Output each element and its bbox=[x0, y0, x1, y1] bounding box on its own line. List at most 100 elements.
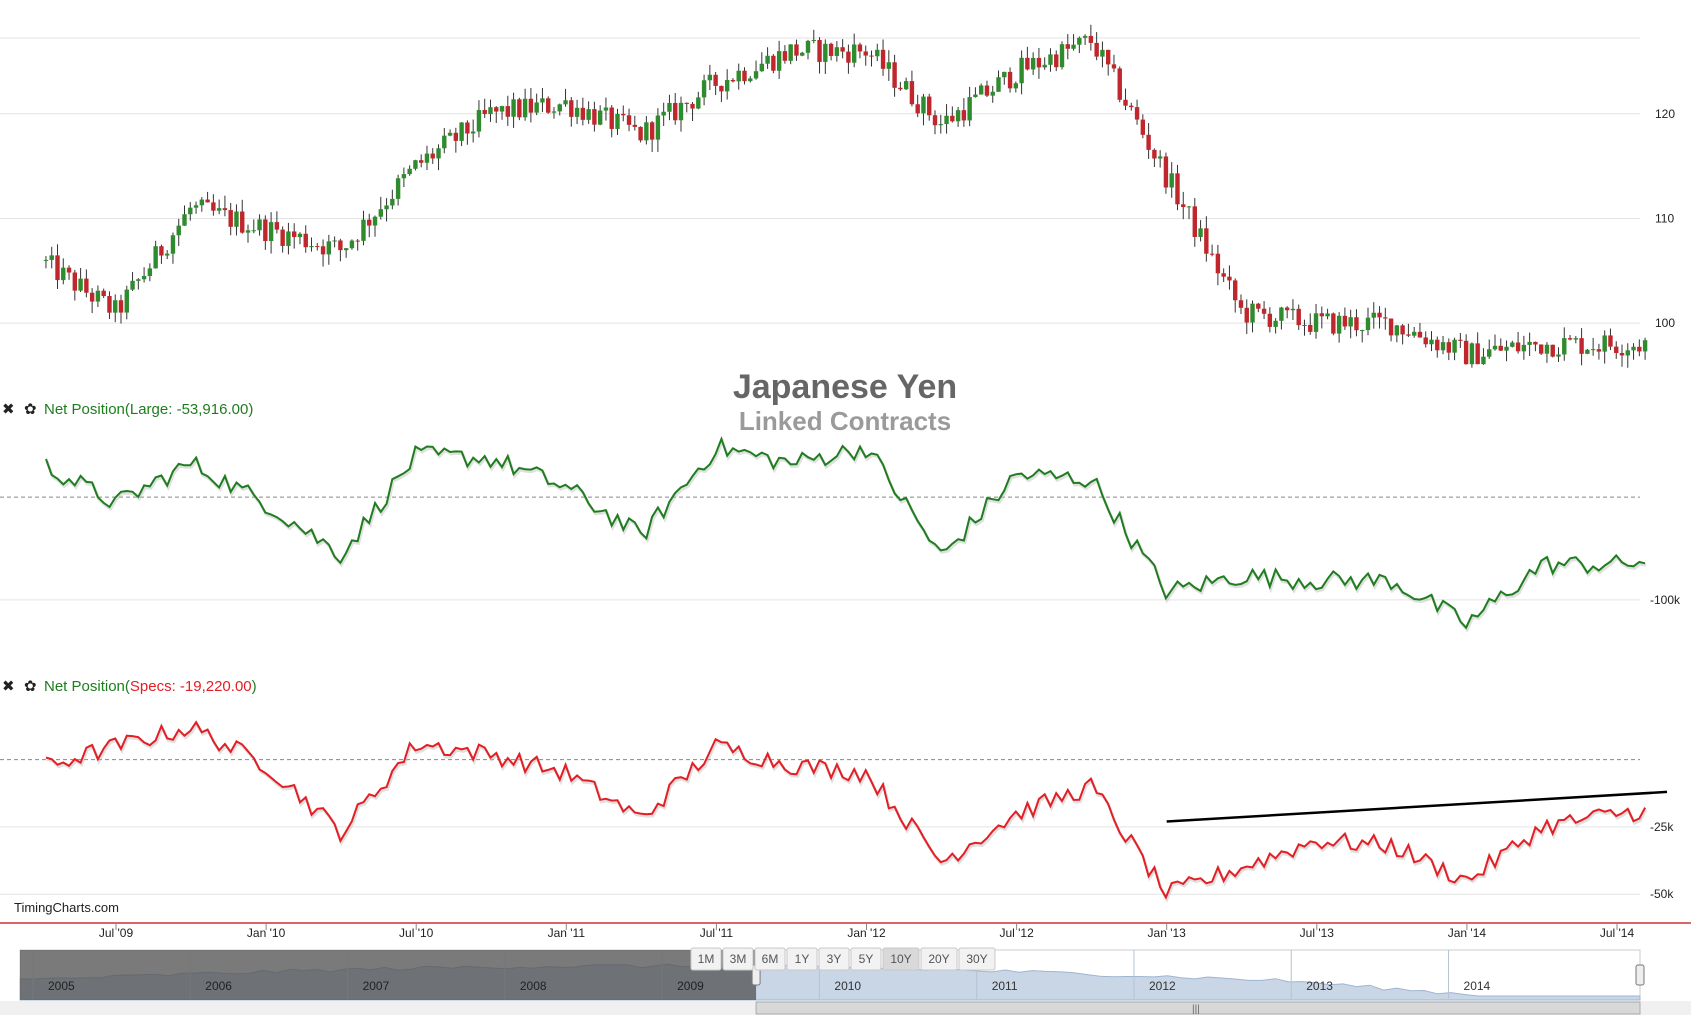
candle-body bbox=[245, 230, 251, 233]
candle-body bbox=[765, 55, 770, 64]
candle-body bbox=[470, 131, 476, 134]
specs-shadow bbox=[46, 721, 1648, 903]
candle-body bbox=[713, 74, 718, 86]
candle-body bbox=[696, 97, 701, 109]
close-icon[interactable]: ✖ bbox=[2, 401, 15, 418]
candle-body bbox=[442, 135, 447, 149]
candle-body bbox=[1290, 308, 1296, 311]
range-button-3y[interactable]: 3Y bbox=[818, 947, 850, 971]
candle-body bbox=[176, 225, 181, 236]
candle-body bbox=[459, 122, 464, 141]
candle-body bbox=[124, 289, 129, 313]
candle-body bbox=[228, 210, 233, 227]
candle-body bbox=[1481, 356, 1486, 365]
candle-body bbox=[1388, 318, 1394, 336]
candle-body bbox=[909, 81, 915, 105]
candle-body bbox=[297, 233, 303, 238]
candle-body bbox=[280, 229, 285, 246]
candle-body bbox=[673, 102, 678, 121]
candle-body bbox=[973, 94, 978, 98]
candle-body bbox=[1458, 339, 1463, 341]
candle-body bbox=[263, 219, 268, 242]
range-button-3m[interactable]: 3M bbox=[722, 947, 754, 971]
range-button-10y[interactable]: 10Y bbox=[882, 947, 920, 971]
candle-body bbox=[1036, 57, 1042, 68]
candle-body bbox=[291, 231, 297, 238]
candle-body bbox=[164, 253, 170, 256]
range-button-1y[interactable]: 1Y bbox=[786, 947, 818, 971]
navigator-handle-right[interactable] bbox=[1635, 964, 1645, 986]
scrollbar-thumb[interactable] bbox=[755, 1001, 1641, 1015]
candle-body bbox=[569, 100, 574, 117]
candle-body bbox=[649, 122, 655, 140]
chart-subtitle: Linked Contracts bbox=[739, 406, 951, 436]
candle-body bbox=[430, 153, 435, 159]
candle-body bbox=[1371, 312, 1376, 318]
candle-body bbox=[1308, 324, 1313, 332]
legend-large-suffix: ) bbox=[248, 401, 253, 418]
candle-body bbox=[1435, 339, 1440, 351]
candle-body bbox=[222, 208, 228, 211]
range-selector: 1M 3M 6M 1Y 3Y 5Y 10Y 20Y 30Y bbox=[690, 947, 996, 971]
candle-body bbox=[753, 71, 759, 79]
navigator-year-label: 2007 bbox=[363, 979, 390, 993]
candle-body bbox=[690, 103, 695, 109]
navigator[interactable]: 2005 2006 2007 2008 2009 2010 2011 2012 2013 2014… bbox=[0, 949, 1691, 1015]
large-axis-label: -100k bbox=[1650, 593, 1681, 607]
candle-body bbox=[1527, 341, 1532, 345]
candle-body bbox=[499, 106, 505, 112]
candle-body bbox=[49, 255, 54, 260]
candle-body bbox=[234, 211, 239, 227]
x-tick-label: Jul '09 bbox=[99, 926, 134, 940]
candle-body bbox=[453, 132, 459, 141]
candle-body bbox=[205, 199, 210, 203]
navigator-year-label: 2005 bbox=[48, 979, 75, 993]
candle-body bbox=[586, 109, 591, 120]
candle-body bbox=[1429, 339, 1434, 345]
candle-body bbox=[1492, 345, 1498, 350]
candle-body bbox=[476, 110, 482, 132]
gridlines bbox=[0, 37, 1640, 895]
candle-body bbox=[332, 240, 337, 242]
candle-body bbox=[655, 115, 661, 140]
candle-body bbox=[72, 272, 78, 291]
candle-body bbox=[771, 55, 776, 71]
navigator-year-label: 2012 bbox=[1149, 979, 1176, 993]
candle-body bbox=[724, 80, 730, 92]
range-button-20y[interactable]: 20Y bbox=[920, 947, 958, 971]
candle-body bbox=[1423, 337, 1428, 345]
range-button-30y[interactable]: 30Y bbox=[958, 947, 996, 971]
candle-body bbox=[343, 248, 349, 251]
candle-body bbox=[892, 62, 897, 88]
candle-body bbox=[678, 102, 684, 121]
gear-icon[interactable]: ✿ bbox=[24, 678, 37, 695]
candle-body bbox=[748, 78, 753, 82]
range-button-6m[interactable]: 6M bbox=[754, 947, 786, 971]
candle-body bbox=[326, 241, 332, 255]
candle-body bbox=[199, 199, 205, 206]
candle-body bbox=[159, 246, 164, 256]
candle-body bbox=[759, 63, 765, 72]
range-button-5y[interactable]: 5Y bbox=[850, 947, 882, 971]
gear-icon[interactable]: ✿ bbox=[24, 401, 37, 418]
candle-body bbox=[609, 107, 614, 129]
candle-body bbox=[1192, 206, 1197, 237]
candle-body bbox=[488, 107, 493, 115]
candle-body bbox=[990, 91, 995, 96]
candle-body bbox=[736, 70, 741, 82]
range-button-1m[interactable]: 1M bbox=[690, 947, 722, 971]
candle-body bbox=[1342, 315, 1348, 327]
navigator-year-label: 2011 bbox=[992, 979, 1018, 993]
candle-body bbox=[978, 85, 984, 95]
candle-body bbox=[782, 51, 788, 61]
candle-body bbox=[898, 87, 903, 90]
candle-body bbox=[903, 81, 909, 90]
candle-body bbox=[401, 174, 407, 179]
candle-body bbox=[950, 115, 955, 122]
candle-body bbox=[1019, 57, 1024, 84]
candle-body bbox=[1279, 307, 1284, 321]
navigator-year-label: 2008 bbox=[520, 979, 547, 993]
candle-body bbox=[1325, 313, 1330, 317]
close-icon[interactable]: ✖ bbox=[2, 678, 15, 695]
